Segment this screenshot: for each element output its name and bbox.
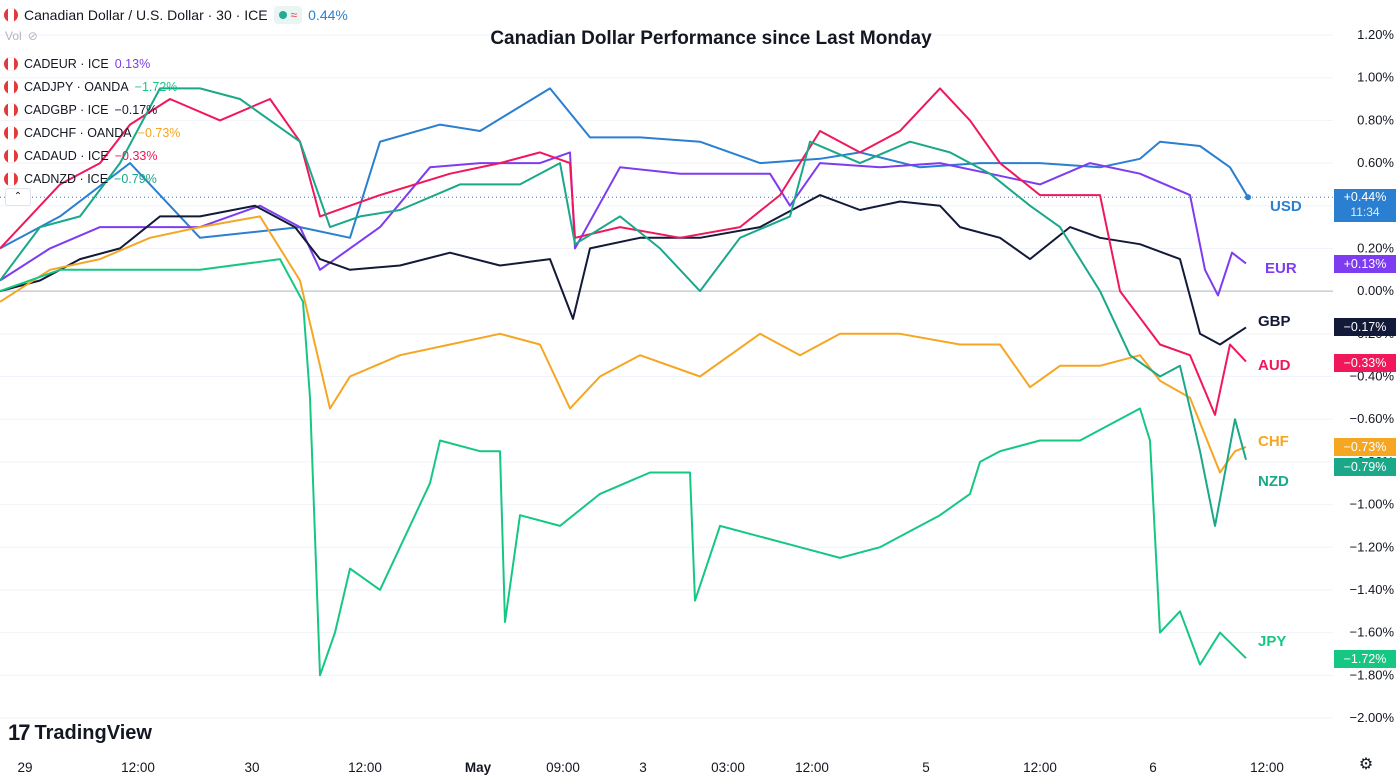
legend-change: −0.73% <box>137 125 181 140</box>
series-label-gbp: GBP <box>1258 313 1291 330</box>
flag-icon <box>4 56 18 71</box>
y-tick-label: −1.60% <box>1350 625 1395 640</box>
chart-header: Canadian Dollar / U.S. Dollar · 30 · ICE… <box>4 5 348 25</box>
last-value-text: +0.44% <box>1343 190 1387 204</box>
last-value-badge-chf: −0.73% <box>1334 438 1396 456</box>
last-value-text: +0.13% <box>1343 257 1387 271</box>
series-line-nzd <box>0 87 1247 527</box>
y-tick-label: −0.40% <box>1350 369 1395 384</box>
symbol-title[interactable]: Canadian Dollar / U.S. Dollar · 30 · ICE <box>24 7 268 23</box>
eye-slash-icon[interactable]: ⊘ <box>27 29 38 43</box>
y-tick-label: −1.00% <box>1350 497 1395 512</box>
series-line-eur <box>0 151 1247 297</box>
legend-row[interactable]: CADGBP · ICE −0.17% <box>4 98 180 121</box>
legend-symbol: CADJPY · OANDA <box>24 79 129 94</box>
tradingview-logo: 17 TradingView <box>8 720 152 746</box>
y-tick-label: 1.00% <box>1357 70 1394 85</box>
series-line-jpy <box>0 258 1247 677</box>
last-value-text: −1.72% <box>1343 652 1387 666</box>
series-label-usd: USD <box>1270 198 1302 215</box>
legend-row[interactable]: CADJPY · OANDA −1.72% <box>4 75 180 98</box>
y-tick-label: −2.00% <box>1350 710 1395 725</box>
x-tick-label: 03:00 <box>711 760 745 775</box>
last-value-badge-jpy: −1.72% <box>1334 650 1396 668</box>
usd-last-point <box>1245 194 1251 201</box>
y-tick-label: 0.80% <box>1357 112 1394 127</box>
market-open-dot-icon <box>278 11 287 19</box>
wave-icon: ≈ <box>290 8 298 22</box>
canada-flag-icon <box>4 8 18 22</box>
legend-change: −0.79% <box>114 171 157 186</box>
last-value-text: −0.79% <box>1343 460 1387 474</box>
last-value-badge-usd: +0.44% 11:34 <box>1334 189 1396 222</box>
flag-icon <box>4 171 18 186</box>
x-tick-label: 12:00 <box>348 760 382 775</box>
series-label-chf: CHF <box>1258 433 1289 450</box>
legend-row[interactable]: CADAUD · ICE −0.33% <box>4 144 180 167</box>
last-time-text: 11:34 <box>1350 205 1380 219</box>
x-tick-label: 5 <box>922 760 930 775</box>
legend-row[interactable]: CADNZD · ICE −0.79% <box>4 167 180 190</box>
y-tick-label: −1.40% <box>1350 582 1395 597</box>
series-label-nzd: NZD <box>1258 473 1289 490</box>
legend-symbol: CADAUD · ICE <box>24 148 109 163</box>
last-value-badge-aud: −0.33% <box>1334 354 1396 372</box>
x-tick-label: 6 <box>1149 760 1157 775</box>
x-tick-label: 12:00 <box>1023 760 1057 775</box>
y-tick-label: 0.60% <box>1357 155 1394 170</box>
legend-change: −0.17% <box>114 102 158 117</box>
compare-legend: CADEUR · ICE 0.13% CADJPY · OANDA −1.72% CAD… <box>4 52 180 190</box>
y-tick-label: −0.60% <box>1350 411 1395 426</box>
flag-icon <box>4 125 18 140</box>
collapse-legend-button[interactable]: ⌃ <box>5 188 31 206</box>
series-label-jpy: JPY <box>1258 633 1287 650</box>
legend-symbol: CADGBP · ICE <box>24 102 109 117</box>
series-line-chf <box>0 215 1247 474</box>
series-line-gbp <box>0 194 1247 346</box>
last-value-text: −0.73% <box>1343 440 1387 454</box>
flag-icon <box>4 79 18 94</box>
y-tick-label: 0.20% <box>1357 240 1394 255</box>
legend-symbol: CADEUR · ICE <box>24 56 109 71</box>
gear-icon[interactable]: ⚙ <box>1358 756 1374 773</box>
flag-icon <box>4 102 18 117</box>
x-tick-label: May <box>465 760 492 775</box>
symbol-change: 0.44% <box>308 7 348 23</box>
y-tick-label: 0.00% <box>1357 283 1394 298</box>
market-status-pill[interactable]: ≈ <box>273 6 303 24</box>
tradingview-mark-icon: 17 <box>8 720 31 745</box>
x-tick-label: 12:00 <box>795 760 829 775</box>
legend-change: −1.72% <box>134 79 178 94</box>
x-tick-label: 09:00 <box>546 760 580 775</box>
legend-symbol: CADCHF · OANDA <box>24 125 132 140</box>
series-label-eur: EUR <box>1265 260 1297 277</box>
y-tick-label: 1.20% <box>1357 27 1394 42</box>
series-line-aud <box>0 87 1247 416</box>
volume-label: Vol <box>5 29 22 43</box>
x-tick-label: 12:00 <box>1250 760 1284 775</box>
y-tick-label: −1.20% <box>1350 539 1395 554</box>
y-tick-label: −1.80% <box>1350 667 1395 682</box>
legend-row[interactable]: CADEUR · ICE 0.13% <box>4 52 180 75</box>
legend-symbol: CADNZD · ICE <box>24 171 109 186</box>
legend-change: −0.33% <box>114 148 158 163</box>
x-tick-label: 12:00 <box>121 760 155 775</box>
x-tick-label: 3 <box>639 760 647 775</box>
last-value-badge-eur: +0.13% <box>1334 255 1396 273</box>
legend-row[interactable]: CADCHF · OANDA −0.73% <box>4 121 180 144</box>
volume-row: Vol ⊘ <box>5 29 38 43</box>
last-value-text: −0.33% <box>1343 356 1387 370</box>
flag-icon <box>4 148 18 163</box>
chart-title: Canadian Dollar Performance since Last M… <box>490 28 932 49</box>
legend-change: 0.13% <box>114 56 151 71</box>
x-tick-label: 30 <box>244 760 259 775</box>
x-tick-label: 29 <box>17 760 32 775</box>
last-value-text: −0.17% <box>1343 320 1387 334</box>
last-value-badge-gbp: −0.17% <box>1334 318 1396 336</box>
branding-text: TradingView <box>34 721 152 744</box>
series-label-aud: AUD <box>1258 357 1291 374</box>
last-value-badge-nzd: −0.79% <box>1334 458 1396 476</box>
